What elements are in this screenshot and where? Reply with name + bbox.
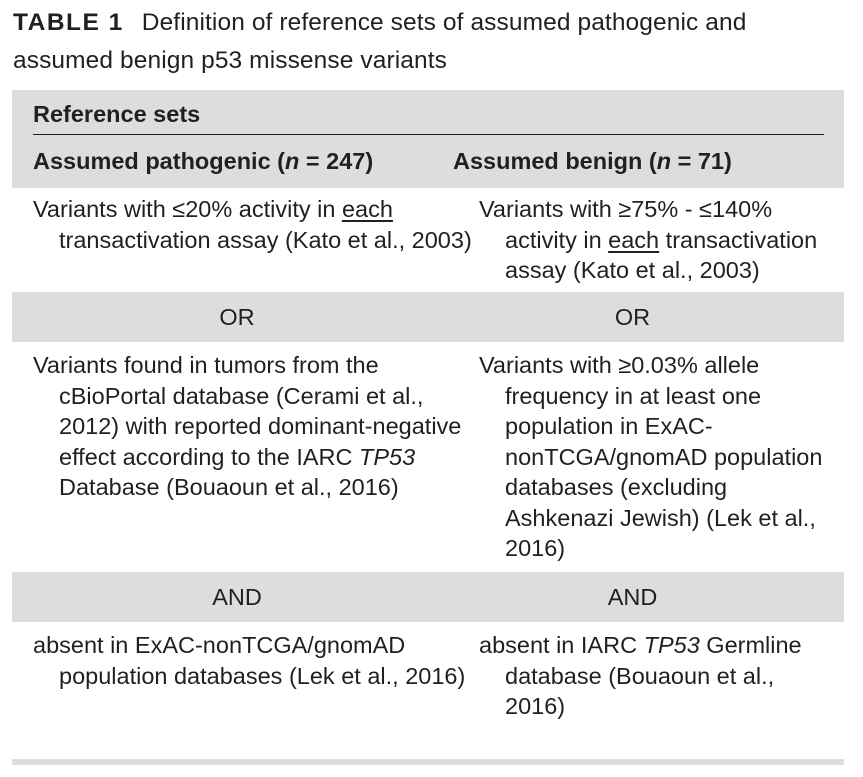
cell-or-benign: OR <box>614 303 651 330</box>
table-row-or: OR OR <box>12 292 844 342</box>
table-row-databases: Variants found in tumors from the cBioPo… <box>12 342 844 572</box>
header-assumed-benign: Assumed benign (n = 71) <box>453 148 732 174</box>
caption-text: Definition of reference sets of assumed … <box>13 9 747 74</box>
cell-pathogenic-activity: Variants with ≤20% activity in each tran… <box>33 196 472 253</box>
table-header: Reference sets Assumed pathogenic (n = 2… <box>12 90 844 188</box>
reference-sets-table: Reference sets Assumed pathogenic (n = 2… <box>12 90 844 762</box>
cell-benign-activity: Variants with ≥75% - ≤140% activity in e… <box>479 196 818 283</box>
table-caption: TABLE 1 Definition of reference sets of a… <box>13 4 853 80</box>
table-row-and: AND AND <box>12 572 844 622</box>
cell-or-pathogenic: OR <box>219 303 255 330</box>
header-group-reference-sets: Reference sets <box>33 90 824 135</box>
cell-pathogenic-tumors: Variants found in tumors from the cBioPo… <box>33 352 462 500</box>
header-assumed-pathogenic: Assumed pathogenic (n = 247) <box>33 148 374 174</box>
cell-benign-absent: absent in IARC TP53 Germline database (B… <box>479 632 802 719</box>
header-columns: Assumed pathogenic (n = 247) Assumed ben… <box>33 135 824 188</box>
table-row-absent: absent in ExAC-nonTCGA/gnomAD population… <box>12 622 844 762</box>
table-bottom-rule <box>12 759 844 765</box>
table-label: TABLE 1 <box>13 9 124 36</box>
table-row-activity: Variants with ≤20% activity in each tran… <box>12 188 844 292</box>
cell-pathogenic-absent: absent in ExAC-nonTCGA/gnomAD population… <box>33 632 466 689</box>
cell-and-benign: AND <box>607 583 658 610</box>
cell-and-pathogenic: AND <box>212 583 262 610</box>
cell-benign-frequency: Variants with ≥0.03% allele frequency in… <box>479 352 823 561</box>
